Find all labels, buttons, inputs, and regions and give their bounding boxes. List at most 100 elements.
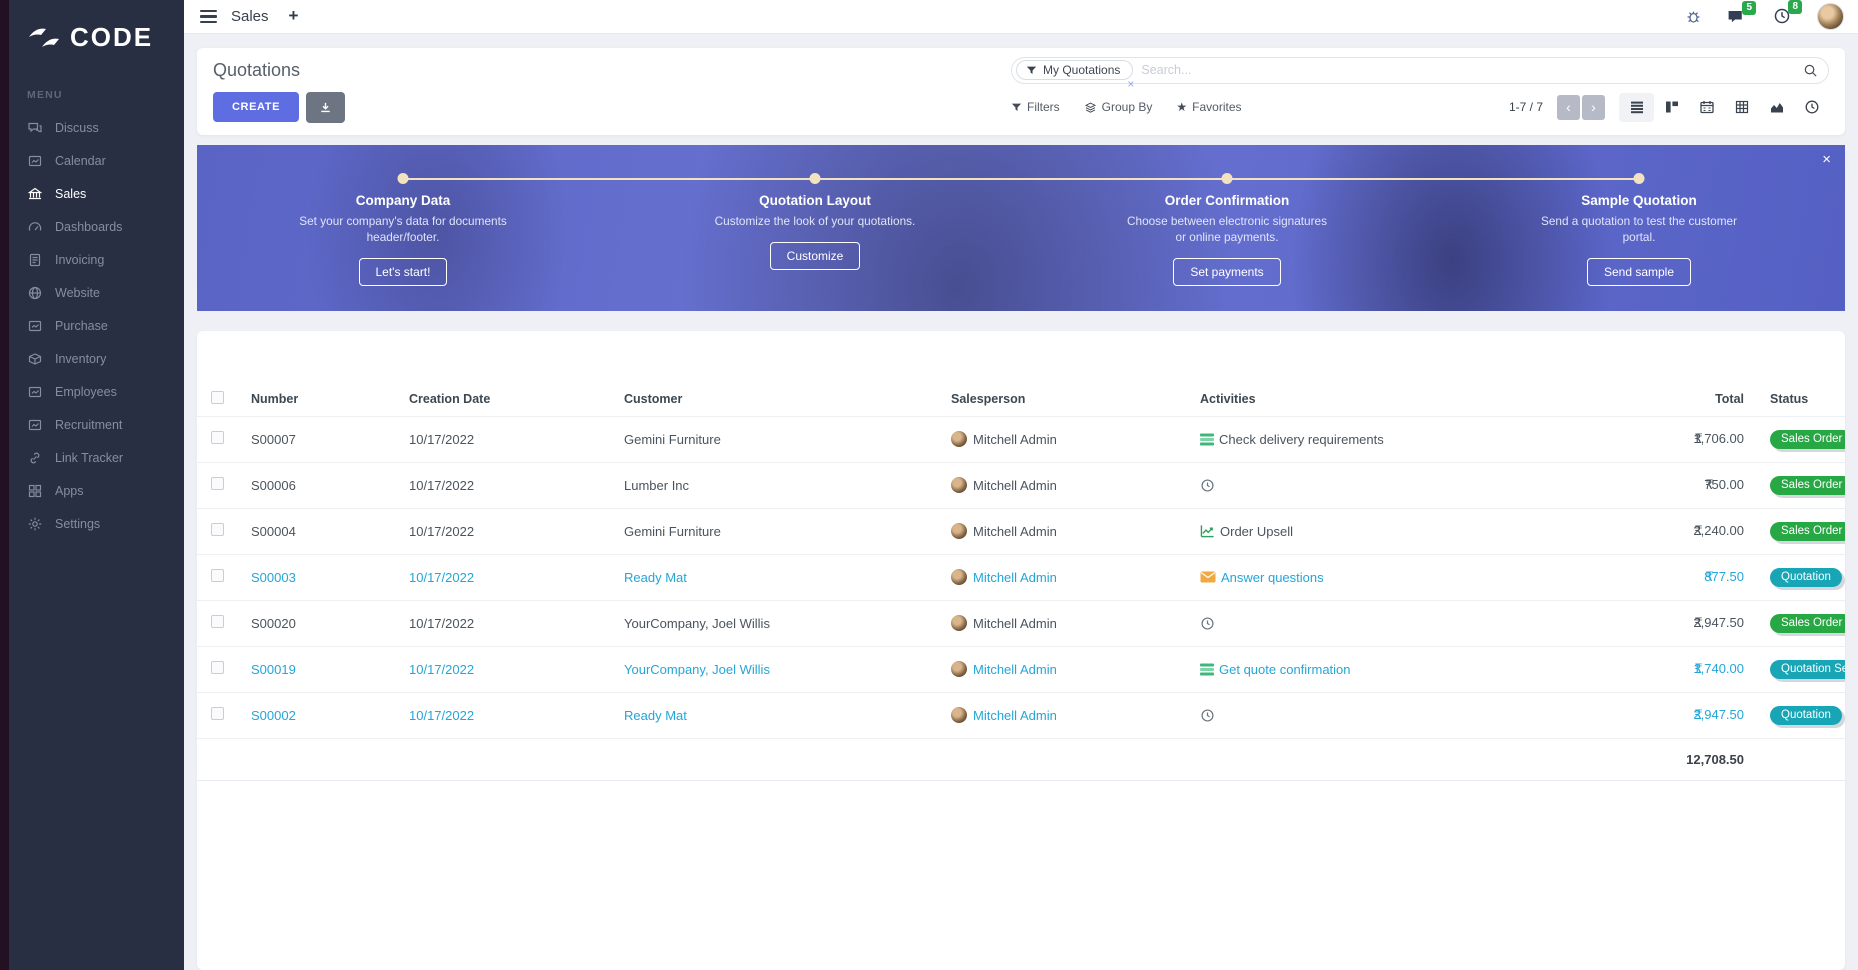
table-row[interactable]: S00007 10/17/2022 Gemini Furniture Mitch… [197, 417, 1845, 463]
kanban-view-icon[interactable] [1654, 93, 1689, 122]
lets-start-button[interactable]: Let's start! [359, 258, 448, 286]
salesperson-name: Mitchell Admin [973, 662, 1057, 677]
column-header-customer[interactable]: Customer [616, 392, 943, 406]
search-input[interactable] [1139, 62, 1797, 78]
sidebar-item-apps[interactable]: Apps [9, 474, 184, 507]
main-area: Sales + 5 8 Quotations [184, 0, 1858, 970]
favorites-button[interactable]: ★ Favorites [1176, 100, 1241, 114]
sidebar-item-employees[interactable]: Employees [9, 375, 184, 408]
activities-clock-icon[interactable]: 8 [1773, 7, 1791, 25]
onboarding-banner: × Company Data Set your company's data f… [197, 145, 1845, 311]
status-badge: Sales Order [1770, 614, 1845, 633]
activity-label[interactable]: Check delivery requirements [1219, 432, 1384, 447]
activity-label[interactable]: Order Upsell [1220, 524, 1293, 539]
export-button[interactable] [306, 92, 345, 123]
sidebar-item-website[interactable]: Website [9, 276, 184, 309]
group-by-button[interactable]: Group By [1084, 100, 1153, 114]
quotation-number: S00004 [243, 524, 401, 539]
clock-icon[interactable] [1200, 616, 1215, 631]
timeline-dot [810, 173, 821, 184]
debug-bug-icon[interactable] [1685, 8, 1702, 25]
customize-button[interactable]: Customize [770, 242, 861, 270]
checklist-icon[interactable] [1200, 433, 1214, 446]
layers-icon [1084, 101, 1097, 114]
table-row[interactable]: S00003 10/17/2022 Ready Mat Mitchell Adm… [197, 555, 1845, 601]
search-bar[interactable]: My Quotations × [1011, 57, 1829, 84]
gauge-icon [27, 219, 43, 235]
column-header-creation-date[interactable]: Creation Date [401, 392, 616, 406]
activity-label[interactable]: Get quote confirmation [1219, 662, 1351, 677]
sidebar-item-discuss[interactable]: Discuss [9, 111, 184, 144]
create-button[interactable]: CREATE [213, 92, 299, 122]
row-checkbox[interactable] [211, 431, 224, 444]
row-checkbox[interactable] [211, 661, 224, 674]
row-checkbox[interactable] [211, 615, 224, 628]
user-avatar[interactable] [1817, 3, 1844, 30]
set-payments-button[interactable]: Set payments [1173, 258, 1280, 286]
activity-view-icon[interactable] [1794, 93, 1829, 122]
salesperson-avatar [951, 569, 967, 585]
table-row[interactable]: S00002 10/17/2022 Ready Mat Mitchell Adm… [197, 693, 1845, 739]
calendar-view-icon[interactable] [1689, 93, 1724, 122]
clock-icon[interactable] [1200, 708, 1215, 723]
app-window: CODE MENU Discuss Calendar Sales Dashboa… [0, 0, 1858, 970]
clock-icon[interactable] [1200, 478, 1215, 493]
sidebar-item-invoicing[interactable]: Invoicing [9, 243, 184, 276]
pager-next-button[interactable]: › [1582, 95, 1605, 120]
column-header-total[interactable]: Total [1504, 392, 1744, 406]
step-description: Customize the look of your quotations. [710, 214, 920, 230]
control-panel: Quotations My Quotations × CREATE [197, 48, 1845, 135]
customer-name: Ready Mat [616, 708, 943, 723]
graph-view-icon[interactable] [1759, 93, 1794, 122]
salesperson-name: Mitchell Admin [973, 478, 1057, 493]
salesperson-avatar [951, 431, 967, 447]
search-icon[interactable] [1803, 63, 1818, 78]
row-checkbox[interactable] [211, 523, 224, 536]
sidebar-item-inventory[interactable]: Inventory [9, 342, 184, 375]
hamburger-menu-icon[interactable] [200, 10, 217, 23]
creation-date: 10/17/2022 [401, 616, 616, 631]
sidebar-item-sales[interactable]: Sales [9, 177, 184, 210]
row-checkbox[interactable] [211, 569, 224, 582]
column-header-number[interactable]: Number [243, 392, 401, 406]
chart-upsell-icon[interactable] [1200, 524, 1215, 538]
salesperson-avatar [951, 661, 967, 677]
timeline-dot [398, 173, 409, 184]
current-app-label[interactable]: Sales [231, 8, 269, 25]
search-facet-chip[interactable]: My Quotations × [1016, 60, 1133, 80]
column-header-salesperson[interactable]: Salesperson [943, 392, 1192, 406]
select-all-checkbox[interactable] [211, 391, 224, 404]
sidebar-item-dashboards[interactable]: Dashboards [9, 210, 184, 243]
sidebar-item-purchase[interactable]: Purchase [9, 309, 184, 342]
pivot-view-icon[interactable] [1724, 93, 1759, 122]
activities-count-badge: 8 [1788, 0, 1802, 14]
step-title: Company Data [197, 193, 609, 208]
status-badge: Quotation [1770, 568, 1842, 587]
favorites-label: Favorites [1192, 100, 1241, 114]
activity-label[interactable]: Answer questions [1221, 570, 1324, 585]
checklist-icon[interactable] [1200, 663, 1214, 676]
table-row[interactable]: S00019 10/17/2022 YourCompany, Joel Will… [197, 647, 1845, 693]
sidebar-item-calendar[interactable]: Calendar [9, 144, 184, 177]
row-checkbox[interactable] [211, 477, 224, 490]
new-tab-button[interactable]: + [289, 6, 299, 26]
sidebar-item-settings[interactable]: Settings [9, 507, 184, 540]
sidebar-item-recruitment[interactable]: Recruitment [9, 408, 184, 441]
remove-facet-icon[interactable]: × [1127, 77, 1134, 91]
customer-name: YourCompany, Joel Willis [616, 662, 943, 677]
send-sample-button[interactable]: Send sample [1587, 258, 1691, 286]
column-header-activities[interactable]: Activities [1192, 392, 1504, 406]
customer-name: Lumber Inc [616, 478, 943, 493]
list-view-icon[interactable] [1619, 93, 1654, 122]
messages-icon[interactable]: 5 [1726, 8, 1745, 25]
mail-icon[interactable] [1200, 571, 1216, 583]
column-header-status[interactable]: Status [1744, 392, 1845, 406]
pager-prev-button[interactable]: ‹ [1557, 95, 1580, 120]
table-row[interactable]: S00006 10/17/2022 Lumber Inc Mitchell Ad… [197, 463, 1845, 509]
table-row[interactable]: S00020 10/17/2022 YourCompany, Joel Will… [197, 601, 1845, 647]
table-row[interactable]: S00004 10/17/2022 Gemini Furniture Mitch… [197, 509, 1845, 555]
filters-button[interactable]: Filters [1011, 100, 1060, 114]
sidebar-item-link-tracker[interactable]: Link Tracker [9, 441, 184, 474]
row-checkbox[interactable] [211, 707, 224, 720]
brand-logo[interactable]: CODE [9, 0, 184, 53]
